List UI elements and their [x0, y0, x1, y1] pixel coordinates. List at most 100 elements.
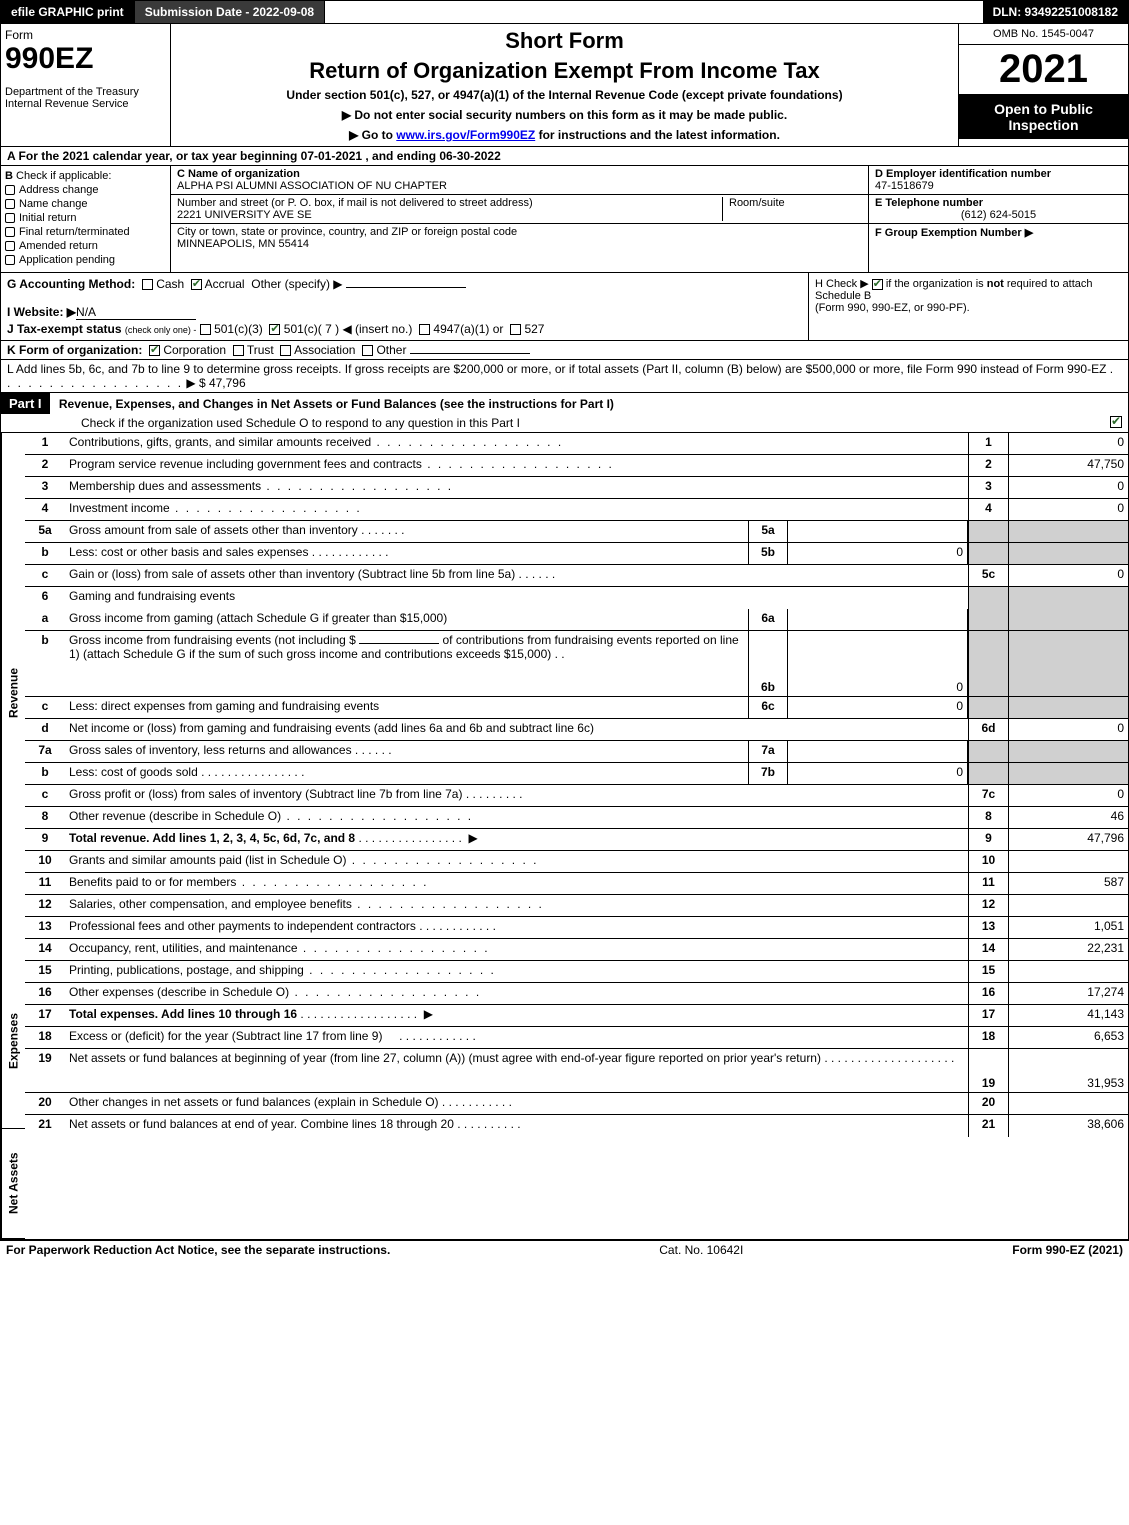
cb-association[interactable]: [280, 345, 291, 356]
l-amount-prefix: ▶ $: [186, 376, 209, 390]
res-val: [1008, 1093, 1128, 1114]
res-val-shade: [1008, 609, 1128, 630]
res-val-shade: [1008, 631, 1128, 696]
res-num: 6d: [968, 719, 1008, 740]
line-desc: Professional fees and other payments to …: [69, 919, 416, 933]
row-g-h: G Accounting Method: Cash Accrual Other …: [0, 273, 1129, 341]
dots-icon: [422, 457, 614, 471]
sub-num: 7b: [748, 763, 788, 784]
subtitle: Under section 501(c), 527, or 4947(a)(1)…: [175, 88, 954, 102]
res-val-shade: [1008, 697, 1128, 718]
res-val: 47,750: [1008, 455, 1128, 476]
line-desc: Salaries, other compensation, and employ…: [69, 897, 352, 911]
accrual-label: Accrual: [205, 277, 245, 291]
dots-icon: [298, 941, 490, 955]
c-name-label: C Name of organization: [177, 168, 862, 180]
line-16: 16 Other expenses (describe in Schedule …: [25, 983, 1128, 1005]
cb-4947[interactable]: [419, 324, 430, 335]
line-9: 9 Total revenue. Add lines 1, 2, 3, 4, 5…: [25, 829, 1128, 851]
line-7a: 7a Gross sales of inventory, less return…: [25, 741, 1128, 763]
res-val: 41,143: [1008, 1005, 1128, 1026]
dots-icon: [261, 479, 453, 493]
irs-link[interactable]: www.irs.gov/Form990EZ: [396, 128, 535, 142]
other-specify-input[interactable]: [346, 287, 466, 288]
cb-other-org[interactable]: [362, 345, 373, 356]
line-2: 2 Program service revenue including gove…: [25, 455, 1128, 477]
website-value: N/A: [76, 305, 196, 320]
j-label: J Tax-exempt status: [7, 322, 122, 336]
res-val: 0: [1008, 719, 1128, 740]
cb-initial-return[interactable]: Initial return: [5, 212, 166, 224]
part1-label: Part I: [1, 393, 50, 414]
j-opt3: 4947(a)(1) or: [433, 322, 503, 336]
line-num: b: [25, 763, 65, 784]
cb-application-pending[interactable]: Application pending: [5, 254, 166, 266]
cb-501c[interactable]: [269, 324, 280, 335]
f-group-label: F Group Exemption Number ▶: [875, 226, 1122, 239]
res-num: 19: [968, 1049, 1008, 1092]
tax-year: 2021: [959, 45, 1128, 95]
line-3: 3 Membership dues and assessments 3 0: [25, 477, 1128, 499]
instr2-prefix: ▶ Go to: [349, 128, 396, 142]
other-label: Other (specify) ▶: [251, 277, 342, 291]
submission-date-button[interactable]: Submission Date - 2022-09-08: [135, 1, 325, 23]
sub-val: 0: [788, 763, 968, 784]
line-num: 18: [25, 1027, 65, 1048]
res-num-shade: [968, 697, 1008, 718]
form-header-right: OMB No. 1545-0047 2021 Open to Public In…: [958, 24, 1128, 146]
cb-cash[interactable]: [142, 279, 153, 290]
open-to-public-inspection: Open to Public Inspection: [959, 95, 1128, 139]
res-val: 31,953: [1008, 1049, 1128, 1092]
row-k: K Form of organization: Corporation Trus…: [0, 341, 1129, 360]
cb-corporation[interactable]: [149, 345, 160, 356]
cb-address-change[interactable]: Address change: [5, 184, 166, 196]
l-text: L Add lines 5b, 6c, and 7b to line 9 to …: [7, 362, 1106, 376]
cb-schedule-o[interactable]: [1110, 416, 1122, 428]
efile-print-button[interactable]: efile GRAPHIC print: [1, 1, 135, 23]
cb-527[interactable]: [510, 324, 521, 335]
cb-final-return[interactable]: Final return/terminated: [5, 226, 166, 238]
res-val: 0: [1008, 499, 1128, 520]
part1-header-row: Part I Revenue, Expenses, and Changes in…: [0, 393, 1129, 433]
res-num: 4: [968, 499, 1008, 520]
cb-accrual[interactable]: [191, 279, 202, 290]
res-num: 1: [968, 433, 1008, 454]
line-desc: Net assets or fund balances at beginning…: [69, 1051, 821, 1065]
instr2-suffix: for instructions and the latest informat…: [535, 128, 780, 142]
cb-name-change[interactable]: Name change: [5, 198, 166, 210]
res-val-shade: [1008, 543, 1128, 564]
c-street-value: 2221 UNIVERSITY AVE SE: [177, 209, 722, 221]
cb-trust[interactable]: [233, 345, 244, 356]
res-val: [1008, 851, 1128, 872]
line-num: d: [25, 719, 65, 740]
part1-check-text: Check if the organization used Schedule …: [81, 416, 520, 430]
k-trust: Trust: [247, 343, 274, 357]
res-val-shade: [1008, 587, 1128, 609]
contrib-amount-input[interactable]: [359, 643, 439, 644]
k-other-input[interactable]: [410, 353, 530, 354]
line-num: 5a: [25, 521, 65, 542]
cb-schedule-b[interactable]: [872, 279, 883, 290]
res-val: 47,796: [1008, 829, 1128, 850]
col-b-check-applicable: B Check if applicable: Address change Na…: [1, 166, 171, 272]
cb-label: Name change: [19, 198, 88, 210]
line-14: 14 Occupancy, rent, utilities, and maint…: [25, 939, 1128, 961]
checkbox-icon: [5, 213, 15, 223]
footer-right: Form 990-EZ (2021): [1012, 1243, 1123, 1257]
b-letter: B: [5, 170, 13, 182]
b-check-label: Check if applicable:: [16, 170, 111, 182]
line-21: 21 Net assets or fund balances at end of…: [25, 1115, 1128, 1137]
line-num: 9: [25, 829, 65, 850]
line-desc: Less: direct expenses from gaming and fu…: [65, 697, 748, 718]
line-desc: Gross sales of inventory, less returns a…: [69, 743, 352, 757]
line-desc: Excess or (deficit) for the year (Subtra…: [69, 1029, 382, 1043]
line-num: 1: [25, 433, 65, 454]
res-val: 1,051: [1008, 917, 1128, 938]
res-num: 14: [968, 939, 1008, 960]
cb-501c3[interactable]: [200, 324, 211, 335]
line-num: 14: [25, 939, 65, 960]
dots-icon: [352, 897, 544, 911]
res-val: 17,274: [1008, 983, 1128, 1004]
cb-amended-return[interactable]: Amended return: [5, 240, 166, 252]
dln-label: DLN: 93492251008182: [983, 1, 1128, 23]
